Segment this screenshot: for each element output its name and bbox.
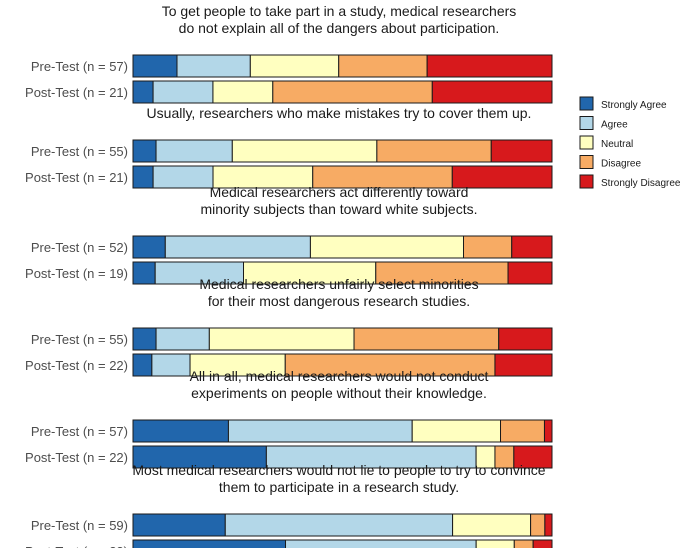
- legend-swatch: [579, 96, 594, 111]
- row-label: Post-Test (n = 22): [25, 358, 128, 373]
- bar-segment-disagree: [353, 327, 500, 351]
- bar-segment-strongly-agree: [132, 261, 156, 285]
- bar-segment-strongly-agree: [132, 80, 154, 104]
- bar-segment-strongly-disagree: [426, 54, 553, 78]
- bar-segment-agree: [285, 539, 477, 548]
- row-label: Post-Test (n = 21): [25, 170, 128, 185]
- row-label: Post-Test (n = 21): [25, 85, 128, 100]
- bar-segment-agree: [224, 513, 454, 537]
- panel-6: Most medical researchers would not lie t…: [25, 462, 553, 548]
- row-label: Pre-Test (n = 57): [31, 424, 128, 439]
- panel-3-title-line-2: minority subjects than toward white subj…: [200, 201, 477, 217]
- bar-segment-strongly-disagree: [431, 80, 553, 104]
- legend-swatch: [579, 135, 594, 150]
- bar-segment-strongly-disagree: [494, 353, 553, 377]
- panel-4-title-line-1: Medical researchers unfairly select mino…: [199, 276, 478, 292]
- bar-segment-agree: [151, 353, 191, 377]
- bar-segment-strongly-agree: [132, 235, 166, 259]
- bar-segment-neutral: [212, 80, 274, 104]
- row-label: Pre-Test (n = 55): [31, 332, 128, 347]
- row-label: Post-Test (n = 22): [25, 544, 128, 548]
- panel-4-title-line-2: for their most dangerous research studie…: [208, 293, 470, 309]
- bar-segment-disagree: [272, 80, 433, 104]
- legend-label: Strongly Agree: [601, 100, 667, 111]
- legend-label: Agree: [601, 120, 628, 131]
- panel-5-title-line-1: All in all, medical researchers would no…: [190, 368, 489, 384]
- bar-segment-strongly-disagree: [511, 235, 553, 259]
- bar-segment-strongly-disagree: [543, 419, 553, 443]
- panel-2: Usually, researchers who make mistakes t…: [25, 105, 553, 189]
- bar-segment-disagree: [500, 419, 545, 443]
- bar-segment-disagree: [463, 235, 513, 259]
- bar-segment-neutral: [411, 419, 502, 443]
- panel-4: Medical researchers unfairly select mino…: [25, 276, 553, 377]
- bar-segment-strongly-agree: [132, 54, 178, 78]
- bar-segment-strongly-agree: [132, 165, 154, 189]
- bar-segment-strongly-disagree: [544, 513, 553, 537]
- bar-segment-agree: [152, 165, 214, 189]
- legend-label: Disagree: [601, 159, 641, 170]
- bar-segment-strongly-agree: [132, 513, 226, 537]
- row-label: Pre-Test (n = 55): [31, 144, 128, 159]
- row-label: Post-Test (n = 22): [25, 450, 128, 465]
- row-label: Pre-Test (n = 57): [31, 59, 128, 74]
- bar-segment-strongly-agree: [132, 539, 287, 548]
- legend-label: Neutral: [601, 139, 633, 150]
- row-label: Pre-Test (n = 59): [31, 518, 128, 533]
- bar-segment-strongly-disagree: [498, 327, 553, 351]
- legend: Strongly Agree Agree Neutral Disagree Strong…: [579, 96, 681, 189]
- bar-segment-strongly-agree: [132, 139, 157, 163]
- bar-segment-disagree: [376, 139, 492, 163]
- bar-segment-neutral: [249, 54, 340, 78]
- bar-segment-strongly-agree: [132, 419, 229, 443]
- bar-segment-disagree: [513, 539, 534, 548]
- bar-segment-disagree: [338, 54, 428, 78]
- panel-1: To get people to take part in a study, m…: [25, 3, 553, 104]
- row-label: Pre-Test (n = 52): [31, 240, 128, 255]
- row-label: Post-Test (n = 19): [25, 266, 128, 281]
- bar-segment-agree: [164, 235, 311, 259]
- bar-segment-strongly-disagree: [490, 139, 553, 163]
- bar-segment-strongly-disagree: [507, 261, 553, 285]
- panel-5: All in all, medical researchers would no…: [25, 368, 553, 469]
- legend-label: Strongly Disagree: [601, 178, 681, 189]
- bar-segment-disagree: [530, 513, 546, 537]
- bar-segment-agree: [152, 80, 214, 104]
- panel-6-title-line-1: Most medical researchers would not lie t…: [132, 462, 545, 478]
- legend-swatch: [579, 174, 594, 189]
- bar-segment-neutral: [309, 235, 465, 259]
- legend-swatch: [579, 116, 594, 130]
- bar-segment-agree: [155, 139, 233, 163]
- bar-segment-agree: [176, 54, 251, 78]
- bar-segment-strongly-agree: [132, 327, 157, 351]
- panel-5-title-line-2: experiments on people without their know…: [191, 385, 487, 401]
- bar-segment-neutral: [208, 327, 355, 351]
- panel-2-title-line-1: Usually, researchers who make mistakes t…: [147, 105, 532, 121]
- bar-segment-neutral: [475, 539, 515, 548]
- bar-segment-strongly-agree: [132, 353, 153, 377]
- panel-6-title-line-2: them to participate in a research study.: [219, 479, 459, 495]
- bar-segment-strongly-disagree: [532, 539, 553, 548]
- bar-segment-agree: [155, 327, 210, 351]
- bar-segment-neutral: [231, 139, 378, 163]
- bar-segment-strongly-disagree: [513, 445, 553, 469]
- panel-1-title-line-1: To get people to take part in a study, m…: [162, 3, 517, 19]
- bar-segment-strongly-disagree: [451, 165, 553, 189]
- panel-1-title-line-2: do not explain all of the dangers about …: [179, 20, 500, 36]
- bar-segment-agree: [227, 419, 413, 443]
- panel-3-title-line-1: Medical researchers act differently towa…: [210, 184, 469, 200]
- legend-swatch: [579, 155, 594, 169]
- bar-segment-neutral: [452, 513, 532, 537]
- panel-3: Medical researchers act differently towa…: [25, 184, 553, 285]
